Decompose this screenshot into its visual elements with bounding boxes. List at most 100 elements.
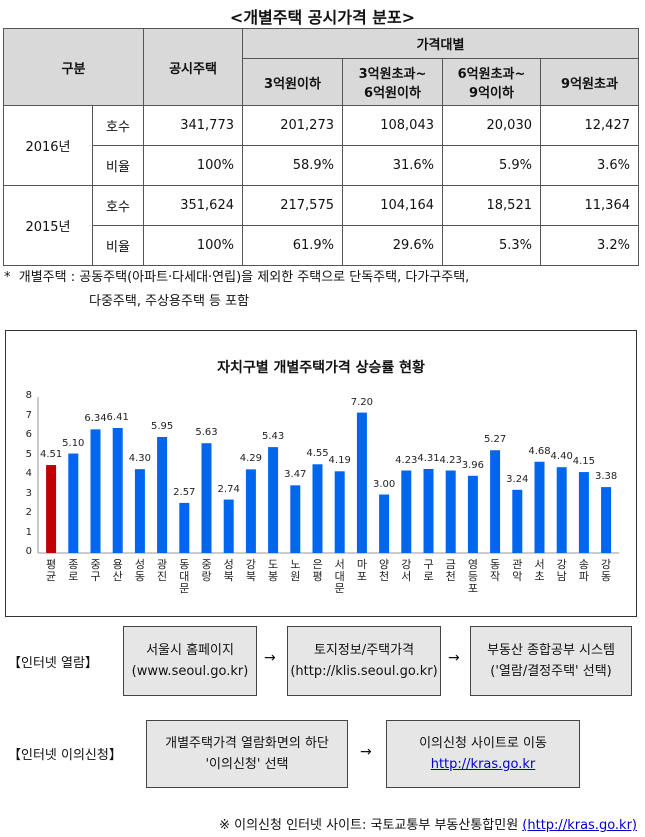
flow1-step-klis: 토지정보/주택가격 (http://klis.seoul.go.kr) (287, 626, 441, 696)
x-tick-label: 동작 (490, 558, 501, 583)
row-label: 비율 (92, 225, 144, 266)
value-label: 4.30 (128, 453, 152, 465)
bar-송파 (578, 472, 589, 553)
value-label: 4.51 (39, 449, 63, 461)
header-band: 3억원이하 (242, 58, 343, 106)
bar-구로 (423, 468, 434, 553)
x-tick-label: 서대문 (334, 558, 345, 595)
bar-서초 (534, 461, 545, 553)
value-cell: 217,575 (242, 185, 343, 226)
flow2-step-move: 이의신청 사이트로 이동 http://kras.go.kr (386, 720, 580, 788)
flow2-label: 【인터넷 이의신청】 (8, 748, 122, 763)
kras-link[interactable]: http://kras.go.kr (430, 757, 536, 772)
x-tick-label: 강동 (601, 558, 612, 583)
bar-금천 (445, 470, 456, 553)
bottom-note: ※ 이의신청 인터넷 사이트: 국토교통부 부동산통합민원 (http://kr… (219, 814, 637, 833)
value-cell: 3.2% (540, 225, 639, 266)
value-label: 3.00 (372, 478, 396, 490)
bar-중구 (90, 429, 101, 553)
header-band: 3억원초과~ 6억원이하 (342, 58, 443, 106)
bar-도봉 (268, 447, 279, 553)
x-tick-label: 강북 (245, 558, 256, 583)
value-cell: 100% (143, 145, 243, 186)
year-cell: 2015년 (3, 185, 93, 266)
x-tick-label: 송파 (578, 558, 589, 583)
bar-강동 (601, 487, 612, 553)
bar-서대문 (334, 471, 345, 553)
header-band: 9억원초과 (540, 58, 639, 106)
bar-강북 (245, 469, 256, 553)
arrow-icon: → (264, 650, 276, 666)
x-tick-label: 구로 (423, 558, 434, 583)
x-tick-label: 마포 (356, 558, 367, 583)
value-label: 5.10 (62, 437, 85, 449)
value-cell: 351,624 (143, 185, 243, 226)
step-text: '이의신청' 선택 (205, 757, 289, 772)
x-tick-label: 양천 (379, 558, 390, 583)
x-tick-label: 은평 (312, 558, 323, 583)
row-label: 호수 (92, 185, 144, 226)
document-title: <개별주택 공시가격 분포> (229, 8, 416, 27)
bar-마포 (356, 412, 367, 553)
value-label: 6.34 (84, 413, 107, 425)
value-label: 4.68 (528, 445, 551, 457)
value-cell: 5.3% (442, 225, 541, 266)
x-tick-label: 평균 (46, 558, 57, 583)
bar-관악 (512, 489, 523, 553)
note-link[interactable]: (http://kras.go.kr) (522, 818, 637, 833)
flow2-step-select: 개별주택가격 열람화면의 하단 '이의신청' 선택 (146, 720, 348, 788)
value-label: 2.74 (217, 483, 240, 495)
y-tick-label: 6 (25, 429, 32, 440)
arrow-icon: → (448, 650, 460, 666)
y-tick-label: 4 (25, 468, 32, 479)
value-label: 3.47 (284, 469, 307, 481)
bar-영등포 (467, 475, 478, 553)
bar-은평 (312, 464, 323, 553)
bar-동대문 (179, 502, 190, 553)
bar-광진 (157, 436, 168, 553)
table-row: 비율 100% 61.9% 29.6% 5.3% 3.2% (4, 225, 639, 266)
value-label: 4.19 (328, 455, 351, 467)
value-cell: 100% (143, 225, 243, 266)
value-cell: 5.9% (442, 145, 541, 186)
bar-노원 (290, 485, 301, 553)
value-cell: 201,273 (242, 105, 343, 146)
table-row: 2015년 호수 351,624 217,575 104,164 18,521 11,364 (3, 185, 639, 266)
value-label: 4.55 (306, 448, 329, 460)
flow1-label: 【인터넷 열람】 (8, 656, 98, 671)
y-tick-label: 7 (25, 409, 32, 421)
x-tick-label: 중랑 (201, 558, 212, 583)
bar-양천 (379, 494, 390, 553)
x-tick-label: 노원 (290, 558, 301, 583)
bar-평균 (46, 465, 57, 553)
bar-chart (37, 397, 620, 554)
x-tick-label: 동대문 (179, 558, 190, 595)
chart-title: 자치구별 개별주택가격 상승률 현황 (217, 360, 425, 376)
table-row: 비율 100% 58.9% 31.6% 5.9% 3.6% (4, 145, 639, 186)
value-label: 4.31 (417, 452, 440, 464)
value-cell: 20,030 (442, 105, 541, 146)
value-label: 3.38 (594, 471, 618, 483)
y-tick-label: 8 (25, 390, 32, 401)
value-label: 5.63 (195, 427, 218, 439)
bar-강서 (401, 470, 412, 553)
value-cell: 61.9% (242, 225, 343, 266)
x-tick-label: 관악 (512, 558, 523, 583)
step-text: 개별주택가격 열람화면의 하단 (165, 736, 329, 751)
footnote-line1: 개별주택 : 공동주택(아파트·다세대·연립)을 제외한 주택으로 단독주택, … (18, 270, 470, 285)
header-category: 구분 (3, 28, 144, 106)
step-text: ('열람/결정주택' 선택) (490, 664, 612, 679)
value-cell: 31.6% (342, 145, 443, 186)
year-cell: 2016년 (3, 105, 93, 186)
value-label: 6.41 (106, 412, 129, 423)
step-text: 토지정보/주택가격 (313, 643, 415, 658)
value-cell: 3.6% (540, 145, 639, 186)
y-tick-label: 1 (25, 526, 32, 538)
note-text: ※ 이의신청 인터넷 사이트: 국토교통부 부동산통합민원 (219, 818, 523, 833)
value-label: 3.24 (506, 473, 529, 485)
value-cell: 29.6% (342, 225, 443, 266)
arrow-icon: → (360, 744, 372, 760)
x-tick-label: 강남 (556, 558, 567, 583)
value-label: 4.29 (239, 453, 263, 465)
x-tick-label: 금천 (445, 558, 456, 583)
